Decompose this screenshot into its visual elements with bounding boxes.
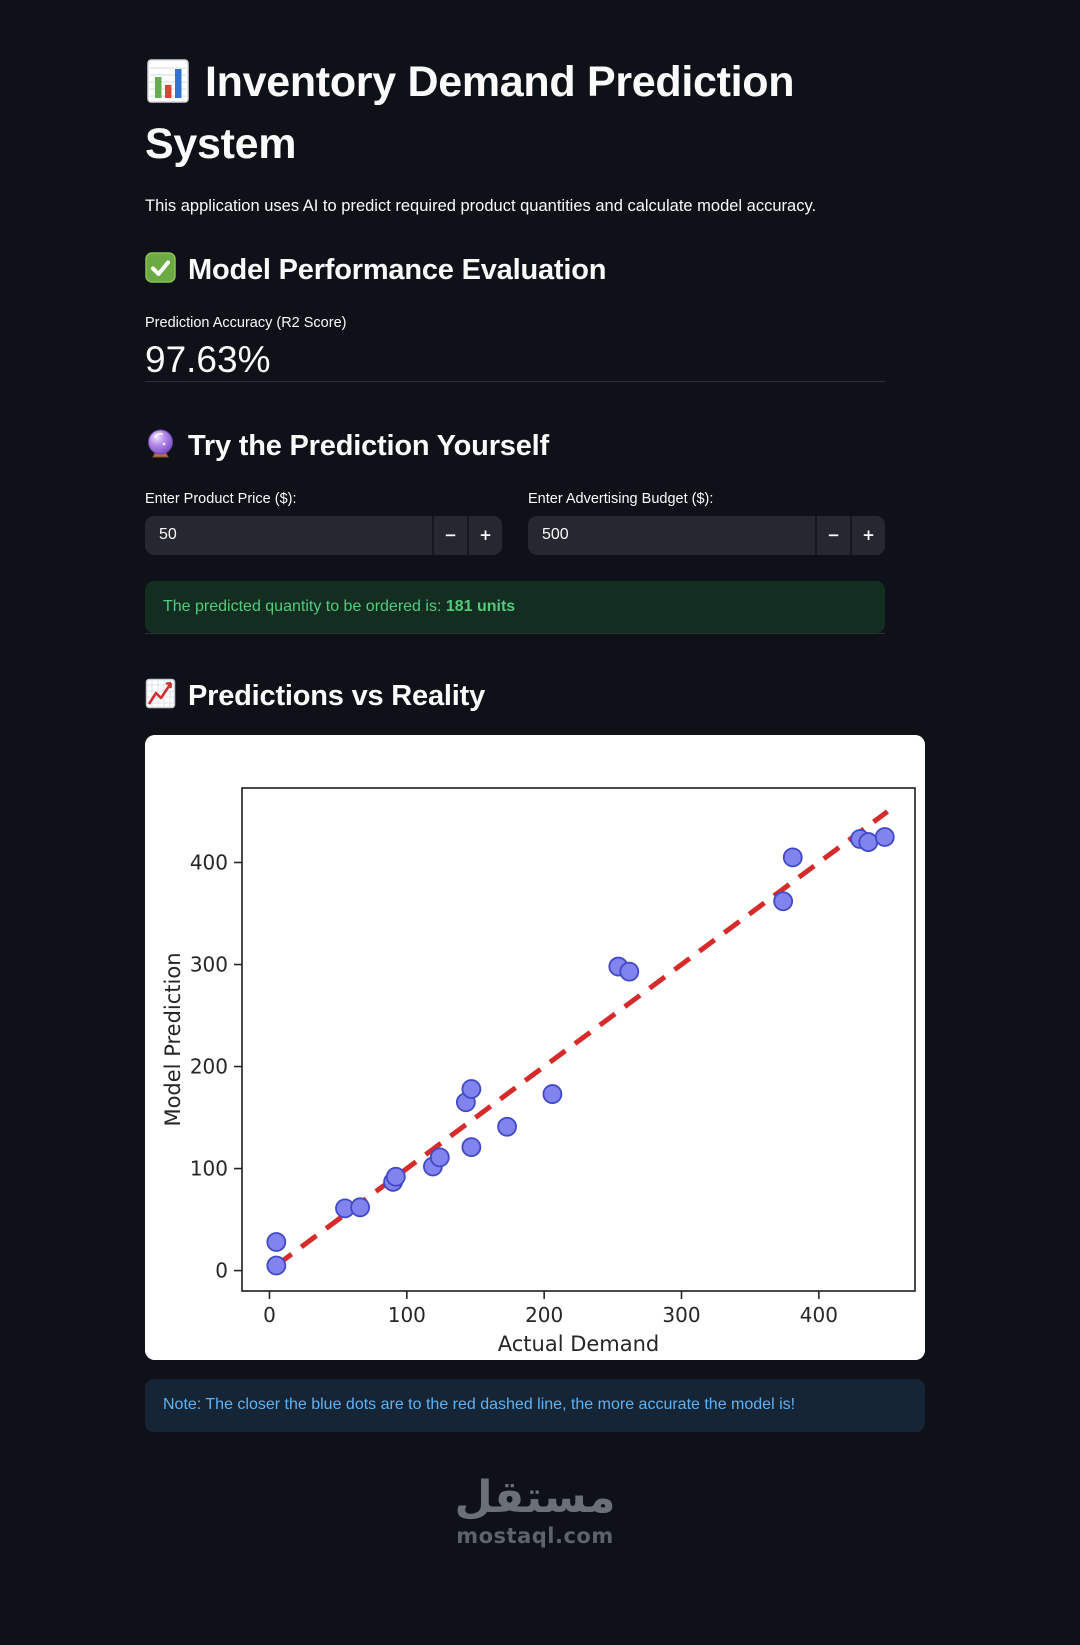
check-mark-icon	[145, 251, 176, 291]
try-heading: Try the Prediction Yourself	[145, 428, 885, 467]
budget-column: Enter Advertising Budget ($): − +	[528, 491, 885, 555]
x-axis-label: Actual Demand	[498, 1332, 660, 1356]
x-tick-label: 200	[525, 1303, 563, 1327]
y-tick-label: 200	[190, 1055, 228, 1079]
x-tick-label: 300	[662, 1303, 700, 1327]
y-tick-label: 100	[190, 1157, 228, 1181]
chart-section: Predictions vs Reality 0 100 200 300 400 0 100…	[145, 678, 925, 1433]
data-point	[874, 827, 895, 848]
reference-line	[274, 809, 890, 1268]
accuracy-metric: Prediction Accuracy (R2 Score) 97.63%	[145, 315, 885, 381]
price-decrement-button[interactable]: −	[432, 515, 467, 555]
data-point	[266, 1232, 287, 1253]
watermark: مستقل mostaql.com	[145, 1472, 925, 1549]
price-input-group: − +	[145, 515, 502, 555]
data-point	[385, 1167, 406, 1187]
page-title: Inventory Demand Prediction System	[145, 56, 885, 172]
mostaql-logo: مستقل	[454, 1472, 616, 1524]
prediction-result-alert: The predicted quantity to be ordered is:…	[145, 580, 885, 634]
chart-increasing-icon	[145, 678, 176, 717]
chart-note-alert: Note: The closer the blue dots are to th…	[145, 1379, 925, 1433]
data-point	[858, 832, 879, 853]
y-tick-label: 0	[215, 1259, 228, 1283]
data-point	[461, 1137, 482, 1158]
data-point	[461, 1079, 482, 1100]
bar-chart-icon	[145, 58, 191, 118]
data-point	[429, 1147, 450, 1168]
main-content: Inventory Demand Prediction System This …	[145, 0, 925, 1548]
scatter-chart-card: 0 100 200 300 400 0 100 200 300 400 Actual Demand M…	[145, 735, 925, 1361]
data-point	[782, 847, 803, 868]
chart-heading: Predictions vs Reality	[145, 678, 885, 717]
x-tick-label: 100	[388, 1303, 426, 1327]
budget-decrement-button[interactable]: −	[815, 515, 850, 555]
budget-increment-button[interactable]: +	[850, 515, 885, 555]
metric-value: 97.63%	[145, 338, 271, 380]
price-column: Enter Product Price ($): − +	[145, 491, 502, 555]
section-divider	[145, 633, 885, 635]
chart-heading-text: Predictions vs Reality	[188, 680, 485, 713]
mostaql-site-label: mostaql.com	[456, 1524, 614, 1549]
predictions-scatter-chart: 0 100 200 300 400 0 100 200 300 400 Actual Demand M…	[145, 735, 925, 1361]
section-divider	[145, 380, 885, 382]
prediction-result-value: 181 units	[445, 597, 516, 615]
x-tick-label: 0	[263, 1303, 276, 1327]
budget-label: Enter Advertising Budget ($):	[528, 490, 714, 507]
data-point	[773, 891, 794, 912]
try-prediction-section: Try the Prediction Yourself Enter Produc…	[145, 428, 885, 634]
price-increment-button[interactable]: +	[467, 515, 502, 555]
app-subtitle: This application uses AI to predict requ…	[145, 196, 817, 215]
crystal-ball-icon	[145, 428, 176, 467]
x-tick-label: 400	[800, 1303, 838, 1327]
performance-heading: Model Performance Evaluation	[145, 251, 885, 291]
data-point	[497, 1117, 517, 1137]
y-axis-label: Model Prediction	[161, 953, 185, 1127]
plot-frame	[241, 787, 916, 1293]
plot-background	[145, 735, 925, 1361]
chart-note-text: Note: The closer the blue dots are to th…	[163, 1396, 796, 1414]
price-label: Enter Product Price ($):	[145, 490, 297, 507]
data-point	[619, 962, 640, 982]
price-input[interactable]	[145, 515, 432, 555]
metric-label: Prediction Accuracy (R2 Score)	[145, 314, 347, 331]
y-tick-label: 300	[190, 953, 228, 977]
try-heading-text: Try the Prediction Yourself	[188, 429, 549, 462]
budget-input-group: − +	[528, 515, 885, 555]
prediction-result-text: The predicted quantity to be ordered is:	[163, 597, 446, 615]
performance-heading-text: Model Performance Evaluation	[188, 253, 607, 286]
performance-section: Model Performance Evaluation Prediction …	[145, 251, 885, 381]
input-columns: Enter Product Price ($): − + Enter Adver…	[145, 491, 885, 555]
y-tick-label: 400	[190, 851, 228, 875]
data-point	[542, 1084, 563, 1105]
page-title-text: Inventory Demand Prediction System	[145, 58, 795, 168]
budget-input[interactable]	[528, 515, 815, 555]
data-point	[350, 1197, 371, 1218]
data-point	[266, 1255, 287, 1276]
